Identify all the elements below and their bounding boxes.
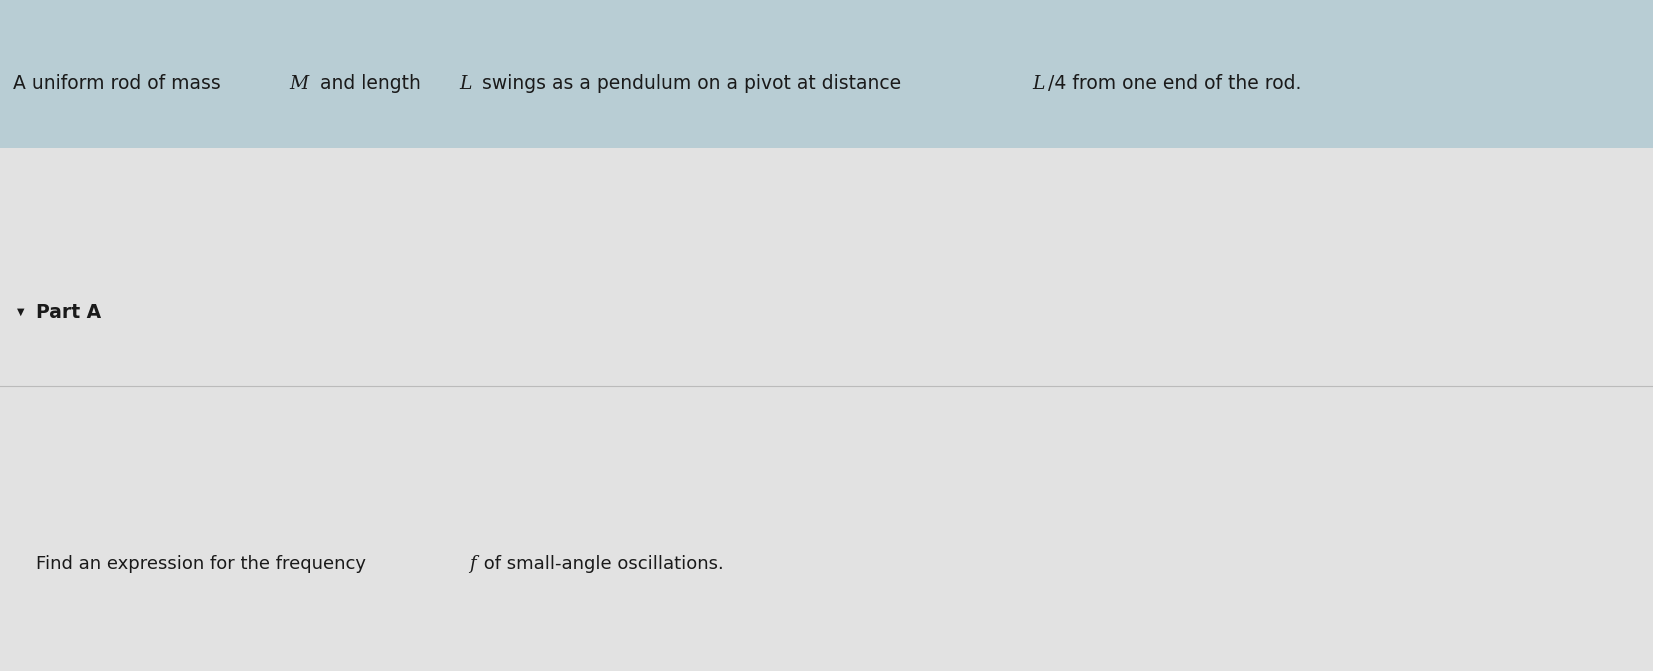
Text: L: L [1031, 75, 1045, 93]
Text: f: f [469, 555, 476, 572]
Text: swings as a pendulum on a pivot at distance: swings as a pendulum on a pivot at dista… [476, 74, 907, 93]
Text: /4 from one end of the rod.: /4 from one end of the rod. [1048, 74, 1301, 93]
Text: Find an expression for the frequency: Find an expression for the frequency [36, 555, 372, 572]
Text: A uniform rod of mass: A uniform rod of mass [13, 74, 226, 93]
Text: ▼: ▼ [17, 307, 25, 317]
Bar [0, 0, 1653, 148]
Text: and length: and length [314, 74, 426, 93]
Text: Part A: Part A [36, 303, 101, 321]
Text: L: L [460, 75, 473, 93]
Text: M: M [289, 75, 307, 93]
Text: of small-angle oscillations.: of small-angle oscillations. [478, 555, 724, 572]
